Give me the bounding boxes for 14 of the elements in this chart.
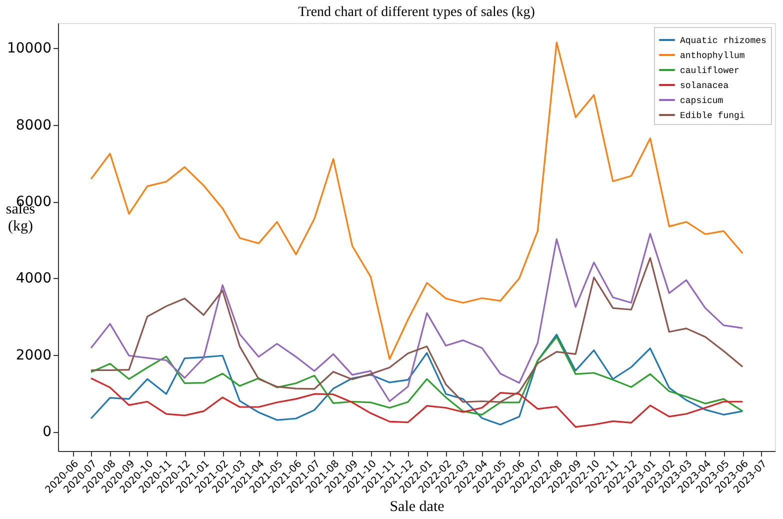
legend-label: capsicum	[680, 96, 724, 106]
legend-label: Aquatic rhizomes	[680, 36, 766, 46]
line-series	[90, 377, 744, 428]
y-tick-label: 10000	[6, 40, 52, 57]
chart-title: Trend chart of different types of sales (kg)	[298, 5, 536, 20]
y-tick-label: 2000	[16, 347, 52, 364]
x-axis-title: Sale date	[390, 499, 445, 516]
y-tick-label: 0	[42, 424, 52, 440]
y-tick-label: 4000	[16, 270, 52, 287]
legend-label: anthophyllum	[680, 51, 745, 61]
legend-label: cauliflower	[680, 66, 740, 76]
legend-label: solanacea	[680, 81, 730, 91]
legend-label: Edible fungi	[680, 111, 745, 121]
y-tick-label: 8000	[16, 117, 52, 134]
